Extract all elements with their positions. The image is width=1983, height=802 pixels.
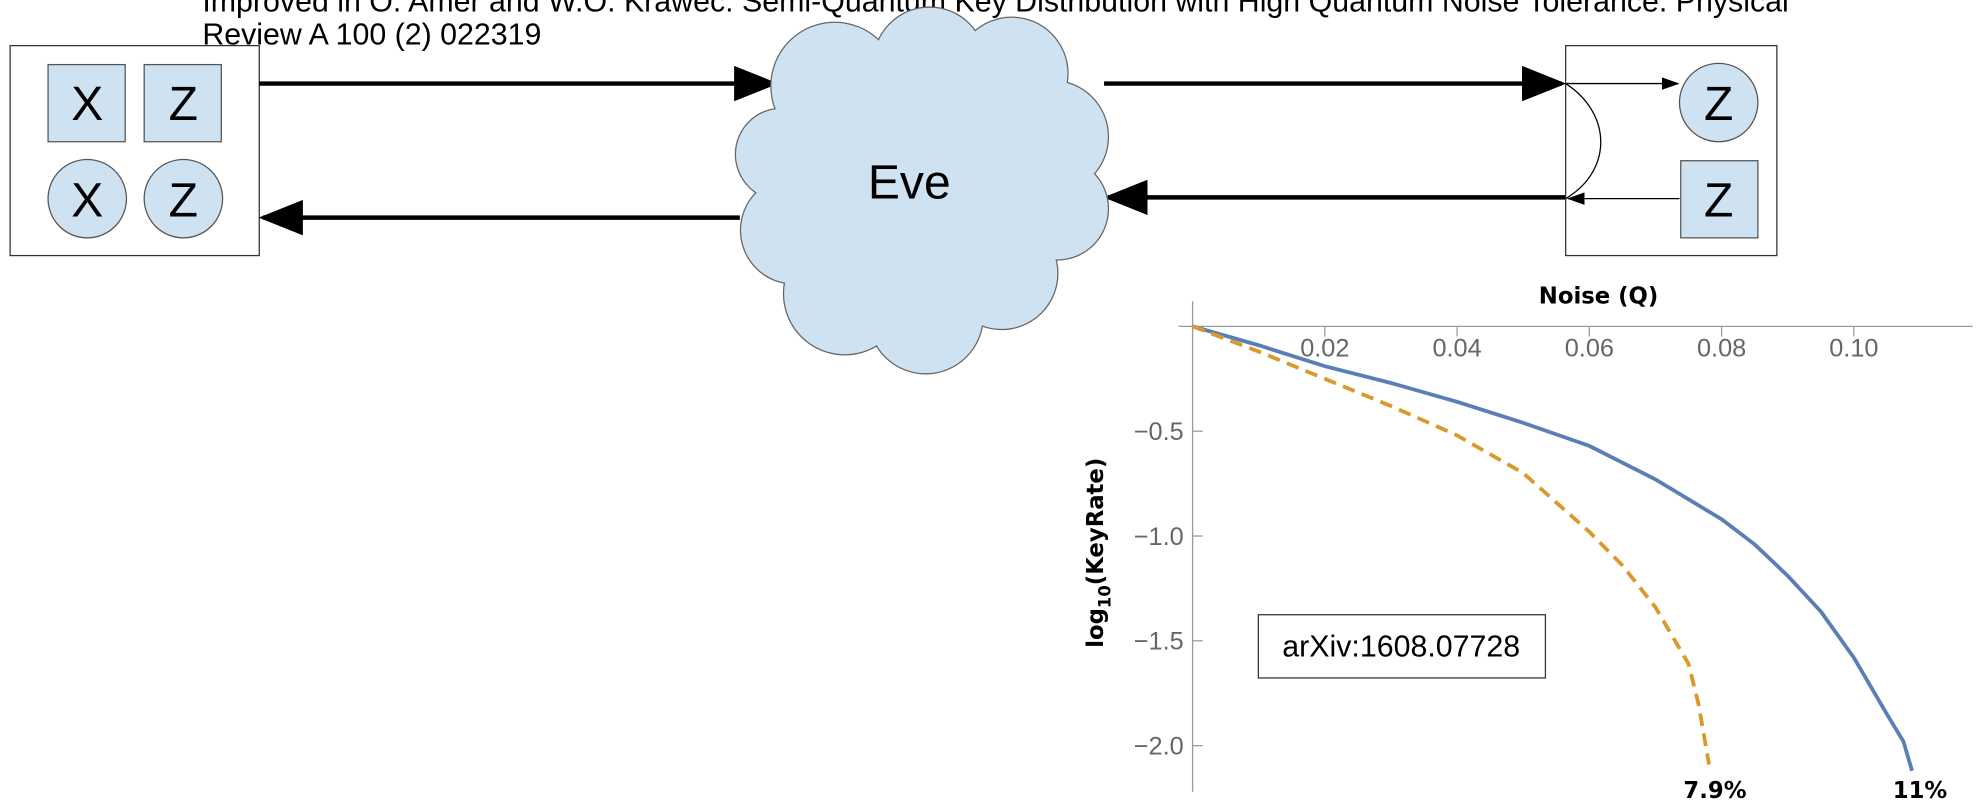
eve-label: Eve xyxy=(868,157,951,210)
x-axis-title: Noise (Q) xyxy=(1539,284,1659,310)
x-tick-label: 0.10 xyxy=(1829,335,1878,363)
x-tick-label: 0.02 xyxy=(1300,335,1349,363)
bob: Z Z xyxy=(1566,46,1777,256)
x-tick-label: 0.06 xyxy=(1565,335,1614,363)
basis: Z xyxy=(1704,174,1733,227)
note: arXiv:1608.07728 xyxy=(1282,630,1520,663)
caption: Improved in O. Amer and W.O. Krawec: Sem… xyxy=(202,0,1788,18)
basis: X xyxy=(71,174,103,227)
basis: X xyxy=(71,78,103,131)
y-tick-label: −1.0 xyxy=(1134,523,1184,551)
basis: Z xyxy=(169,174,198,227)
x-tick-label: 0.04 xyxy=(1432,335,1481,363)
y-axis-title-part: (KeyRate) xyxy=(1083,458,1109,585)
y-tick-label: −1.5 xyxy=(1134,628,1184,656)
basis: Z xyxy=(169,78,198,131)
y-axis-title-part: 10 xyxy=(1095,585,1114,608)
y-tick-label: −0.5 xyxy=(1134,418,1184,446)
y-tick-label: −2.0 xyxy=(1134,733,1184,761)
endpoint-label: 11% xyxy=(1893,778,1948,802)
chart: 0.02 0.04 0.06 0.08 0.10 −0.5 −1.0 −1.5 −2.0 Nois… xyxy=(1083,284,1973,802)
endpoint-label: 7.9% xyxy=(1683,778,1746,802)
series-line xyxy=(1193,326,1709,764)
y-axis-title: log10(KeyRate) xyxy=(1083,458,1115,648)
basis: Z xyxy=(1704,78,1733,131)
x-tick-label: 0.08 xyxy=(1697,335,1746,363)
y-axis-title-part: log xyxy=(1083,608,1109,648)
series-line xyxy=(1193,326,1912,770)
alice: X Z X Z xyxy=(10,46,259,256)
slide: Improved in O. Amer and W.O. Krawec: Sem… xyxy=(0,0,1983,802)
